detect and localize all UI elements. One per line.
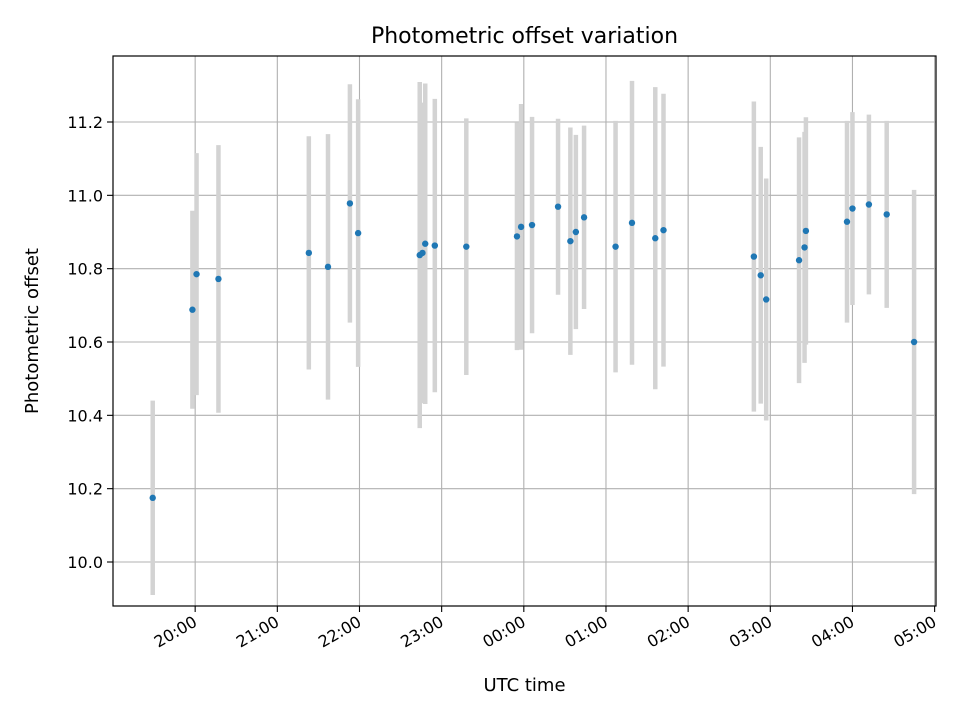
y-tick-label: 10.4: [67, 406, 103, 425]
data-point: [849, 205, 856, 212]
data-point: [554, 203, 562, 210]
data-point: [567, 237, 574, 245]
data-point: [517, 223, 525, 231]
data-point: [580, 214, 588, 221]
data-point: [883, 211, 890, 218]
y-tick-label: 10.8: [67, 260, 103, 279]
data-point: [757, 272, 764, 279]
data-point: [305, 249, 313, 257]
y-tick-label: 10.2: [67, 480, 103, 499]
data-points: [149, 200, 918, 502]
data-point: [910, 338, 918, 346]
data-point: [215, 275, 222, 283]
data-point: [431, 242, 439, 249]
data-point: [865, 201, 873, 208]
data-point: [149, 494, 156, 502]
data-point: [843, 218, 851, 225]
x-axis-label: UTC time: [483, 675, 565, 696]
data-point: [189, 306, 196, 313]
data-point: [802, 227, 810, 235]
data-point: [463, 243, 470, 250]
data-point: [660, 226, 667, 234]
y-tick-label: 11.0: [67, 186, 103, 205]
chart-title: Photometric offset variation: [371, 24, 678, 49]
data-point: [795, 257, 803, 264]
y-axis-label: Photometric offset: [22, 248, 43, 414]
data-point: [193, 270, 200, 278]
y-tick-label: 11.2: [67, 113, 103, 132]
data-point: [513, 233, 521, 240]
data-point: [750, 253, 758, 260]
data-point: [652, 235, 659, 242]
y-tick-label: 10.0: [67, 553, 103, 572]
data-point: [762, 296, 770, 303]
data-point: [572, 228, 580, 236]
data-point: [528, 221, 536, 229]
data-point: [324, 263, 332, 271]
y-axis-ticks: 10.0 10.2 10.4 10.6 10.8 11.0 11.2: [67, 113, 113, 572]
y-tick-label: 10.6: [67, 333, 103, 352]
data-point: [419, 249, 426, 257]
data-point: [346, 200, 354, 207]
data-point: [422, 240, 429, 247]
data-point: [628, 219, 636, 227]
data-point: [354, 229, 362, 237]
plot-frame: [112, 55, 937, 607]
data-point: [801, 244, 808, 251]
data-point: [612, 243, 619, 250]
